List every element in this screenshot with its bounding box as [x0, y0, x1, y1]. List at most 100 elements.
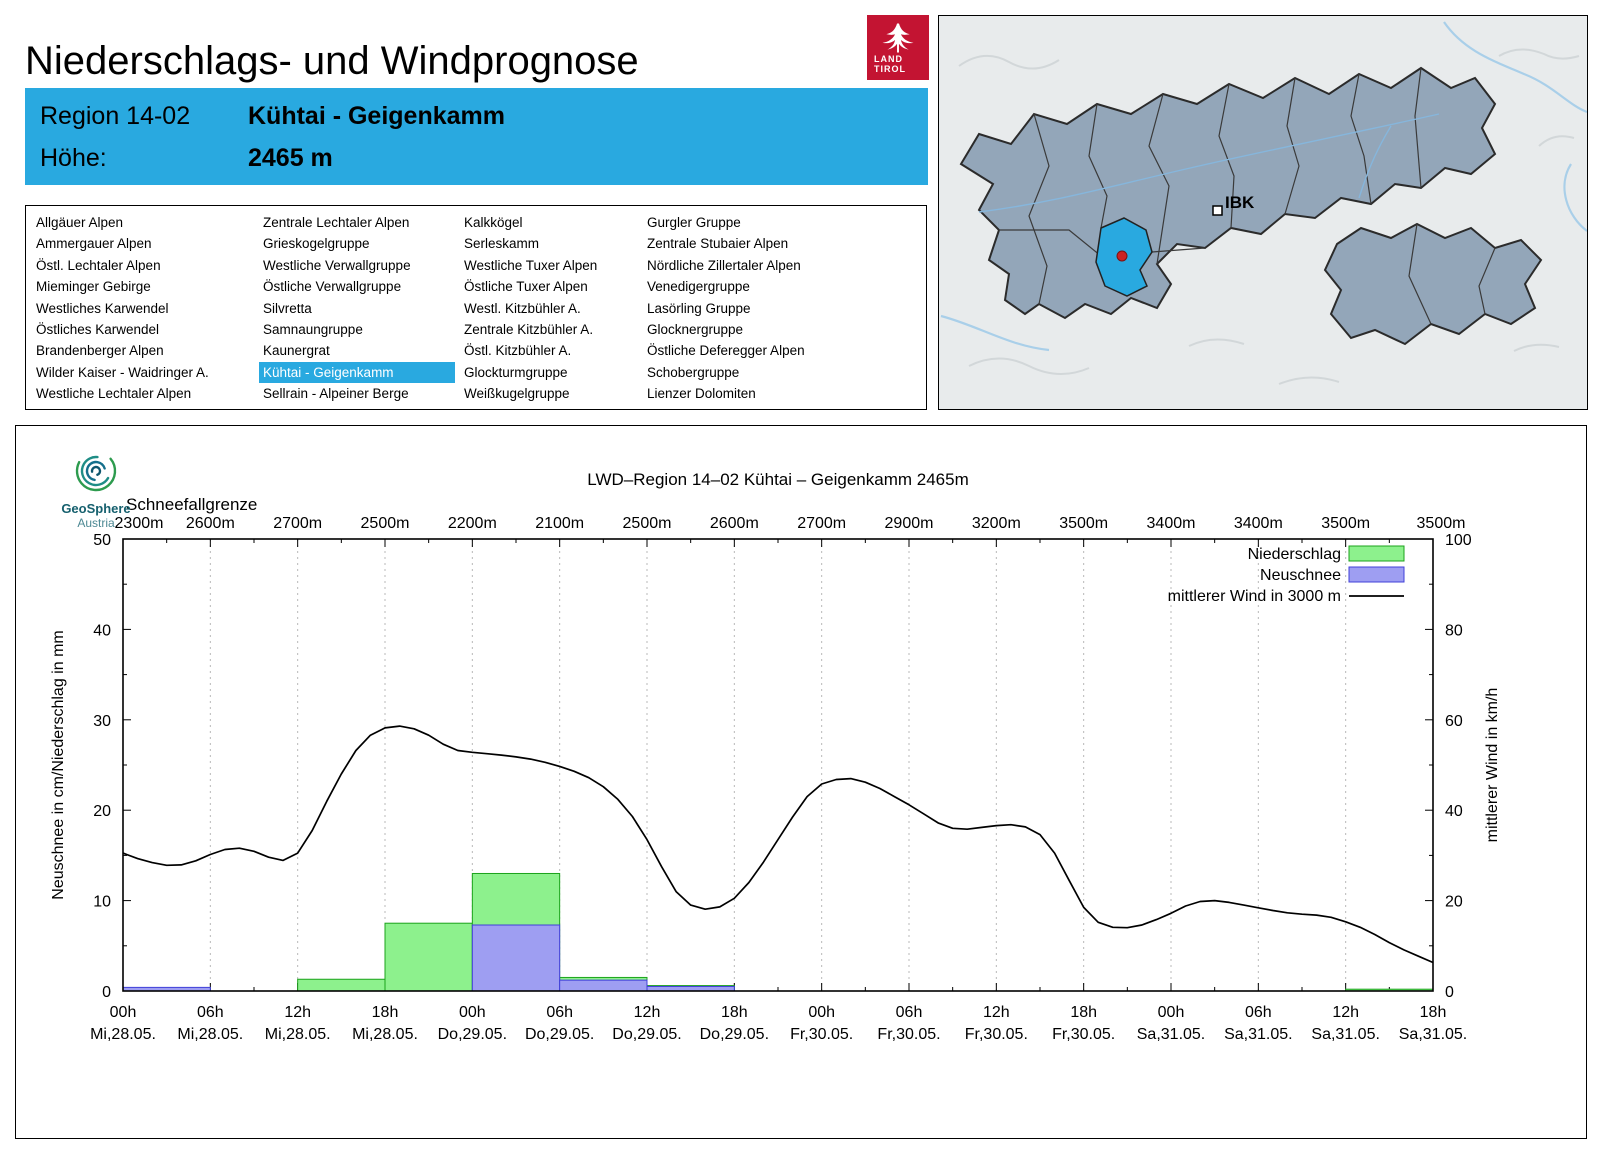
y-tick-right: 40 [1445, 803, 1463, 820]
x-tick-date: Fr,30.05. [1052, 1026, 1115, 1043]
x-tick-time: 18h [372, 1004, 399, 1021]
logo-text-tirol: TIROL [874, 64, 906, 74]
y-tick-right: 80 [1445, 622, 1463, 639]
region-item[interactable]: Östliche Deferegger Alpen [647, 343, 805, 359]
x-tick-time: 06h [546, 1004, 573, 1021]
plot-frame [122, 538, 1434, 992]
region-column: Zentrale Lechtaler Alpen Grieskogelgruppe… [259, 212, 460, 405]
snowline-value: 3500m [1321, 515, 1370, 532]
region-item[interactable]: Glocknergruppe [647, 322, 744, 338]
region-item[interactable]: Glockturmgruppe [464, 364, 568, 380]
region-item[interactable]: Gurgler Gruppe [647, 215, 741, 230]
geosphere-logo: GeoSphere Austria [44, 448, 148, 530]
region-item[interactable]: Samnaungruppe [263, 322, 363, 338]
region-item[interactable]: Sellrain - Alpeiner Berge [263, 386, 409, 402]
region-item[interactable]: Östl. Lechtaler Alpen [36, 257, 161, 273]
region-item[interactable]: Westliche Lechtaler Alpen [36, 386, 192, 402]
niederschlag-swatch [1348, 545, 1405, 562]
tirol-map: IBK [938, 15, 1588, 410]
region-item[interactable]: Allgäuer Alpen [36, 215, 124, 230]
x-tick-date: Do,29.05. [525, 1026, 594, 1043]
region-column: Kalkkögel Serleskamm Westliche Tuxer Alpen… [460, 212, 643, 405]
region-item[interactable]: Kalkkögel [464, 215, 523, 230]
y-tick-right: 0 [1445, 984, 1454, 1001]
geosphere-sub: Austria [77, 516, 115, 530]
region-item[interactable]: Westl. Kitzbühler A. [464, 300, 581, 316]
region-item[interactable]: Brandenberger Alpen [36, 343, 164, 359]
region-item[interactable]: Lasörling Gruppe [647, 300, 751, 316]
region-item[interactable]: Westliche Tuxer Alpen [464, 257, 598, 273]
altitude-value: 2465 m [248, 144, 333, 172]
neuschnee-bar [471, 924, 561, 992]
x-tick-date: Fr,30.05. [877, 1026, 940, 1043]
y-tick-left: 20 [93, 803, 111, 820]
region-item[interactable]: Venedigergruppe [647, 279, 750, 295]
x-tick-date: Sa,31.05. [1399, 1026, 1468, 1043]
region-item[interactable]: Ammergauer Alpen [36, 236, 152, 252]
inn-river [978, 113, 1440, 213]
tirol-eagle-icon [882, 23, 914, 53]
y-tick-right: 100 [1445, 532, 1472, 549]
niederschlag-bar [297, 978, 386, 992]
snowline-value: 2300m [115, 515, 164, 532]
neuschnee-swatch [1348, 566, 1405, 583]
legend-wind-label: mittlerer Wind in 3000 m [1168, 588, 1341, 605]
region-item[interactable]: Lienzer Dolomiten [647, 386, 756, 402]
x-tick-date: Mi,28.05. [90, 1026, 156, 1043]
snowline-value: 2600m [710, 515, 759, 532]
region-item[interactable]: Östl. Kitzbühler A. [464, 343, 572, 359]
region-item[interactable]: Kaunergrat [263, 343, 330, 359]
legend-neuschnee-label: Neuschnee [1260, 567, 1341, 584]
snowline-value: 3500m [1059, 515, 1108, 532]
region-header: Region 14-02 Kühtai - Geigenkamm Höhe: 2… [25, 88, 928, 185]
snowline-label: Schneefallgrenze [126, 495, 257, 514]
region-item[interactable]: Westliche Verwallgruppe [263, 257, 411, 273]
region-item[interactable]: Serleskamm [464, 236, 540, 252]
region-item[interactable]: Schobergruppe [647, 364, 740, 380]
snowline-value: 2500m [361, 515, 410, 532]
niederschlag-bar [384, 922, 473, 992]
snowline-value: 2100m [535, 515, 584, 532]
region-item[interactable]: Mieminger Gebirge [36, 279, 151, 295]
east-tyrol-region[interactable] [1323, 222, 1543, 346]
region-item[interactable]: Wilder Kaiser - Waidringer A. [36, 364, 209, 380]
x-tick-date: Do,29.05. [700, 1026, 769, 1043]
wind-line [122, 725, 1434, 964]
region-item[interactable]: Zentrale Stubaier Alpen [647, 236, 789, 252]
snowline-value: 3400m [1234, 515, 1283, 532]
y-tick-left: 10 [93, 894, 111, 911]
y-tick-left: 30 [93, 713, 111, 730]
x-tick-time: 12h [284, 1004, 311, 1021]
x-tick-time: 18h [1070, 1004, 1097, 1021]
region-item[interactable]: Östliche Verwallgruppe [263, 279, 402, 295]
region-item[interactable]: Zentrale Kitzbühler A. [464, 322, 594, 338]
region-item[interactable]: Westliches Karwendel [36, 300, 169, 316]
x-tick-time: 18h [721, 1004, 748, 1021]
snowline-value: 3500m [1417, 515, 1466, 532]
x-tick-time: 00h [1158, 1004, 1185, 1021]
y-tick-right: 60 [1445, 713, 1463, 730]
region-item[interactable]: Grieskogelgruppe [263, 236, 370, 252]
x-tick-date: Sa,31.05. [1137, 1026, 1206, 1043]
neuschnee-bar [559, 979, 648, 992]
x-tick-time: 06h [1245, 1004, 1272, 1021]
x-tick-date: Fr,30.05. [790, 1026, 853, 1043]
chart-title: LWD–Region 14–02 Kühtai – Geigenkamm 246… [587, 470, 968, 489]
region-item[interactable]: Silvretta [263, 300, 312, 316]
x-tick-date: Sa,31.05. [1311, 1026, 1380, 1043]
terrain-shading [958, 48, 1580, 385]
land-tirol-logo: LAND TIROL [867, 15, 929, 80]
x-tick-date: Sa,31.05. [1224, 1026, 1293, 1043]
region-item[interactable]: Weißkugelgruppe [464, 386, 570, 402]
region-item[interactable]: Östliches Karwendel [36, 322, 160, 338]
region-item[interactable]: Nördliche Zillertaler Alpen [647, 257, 801, 273]
region-item[interactable]: Östliche Tuxer Alpen [464, 279, 588, 295]
x-tick-date: Fr,30.05. [965, 1026, 1028, 1043]
x-tick-time: 12h [1332, 1004, 1359, 1021]
region-item-selected[interactable]: Kühtai - Geigenkamm [259, 361, 455, 384]
snowline-value: 2600m [186, 515, 235, 532]
logo-text-land: LAND [874, 54, 903, 64]
chart-legend: Niederschlag Neuschnee mittlerer Wind in… [1168, 545, 1405, 605]
river-path [940, 21, 1587, 352]
region-item[interactable]: Zentrale Lechtaler Alpen [263, 215, 410, 230]
